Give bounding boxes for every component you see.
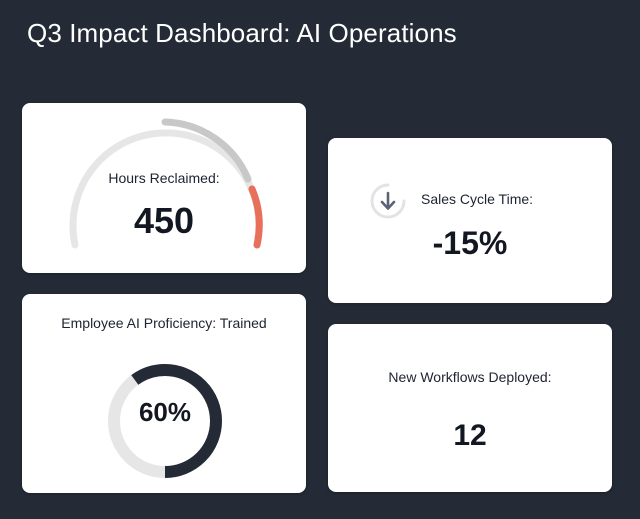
arrow-down-icon	[370, 183, 406, 219]
hours-reclaimed-label: Hours Reclaimed:	[108, 170, 220, 186]
sales-cycle-card[interactable]: Sales Cycle Time: -15%	[328, 138, 612, 303]
hours-reclaimed-card[interactable]: Hours Reclaimed: 450	[22, 103, 306, 273]
proficiency-progress	[108, 364, 222, 478]
ai-proficiency-card[interactable]: Employee AI Proficiency: Trained 60%	[22, 294, 306, 493]
proficiency-donut	[108, 364, 222, 478]
ai-proficiency-label: Employee AI Proficiency: Trained	[61, 315, 267, 331]
hours-reclaimed-value: 450	[133, 200, 195, 241]
new-workflows-value: 12	[453, 419, 487, 452]
hours-gauge-accent	[248, 185, 263, 249]
new-workflows-card[interactable]: New Workflows Deployed: 12	[328, 324, 612, 492]
hours-gauge	[69, 118, 263, 249]
new-workflows-label: New Workflows Deployed:	[388, 369, 552, 385]
ai-proficiency-value: 60%	[138, 397, 192, 427]
hours-gauge-band	[161, 118, 252, 183]
sales-cycle-value: -15%	[432, 225, 508, 261]
sales-cycle-label: Sales Cycle Time:	[421, 191, 534, 207]
dashboard-title: Q3 Impact Dashboard: AI Operations	[27, 18, 457, 48]
